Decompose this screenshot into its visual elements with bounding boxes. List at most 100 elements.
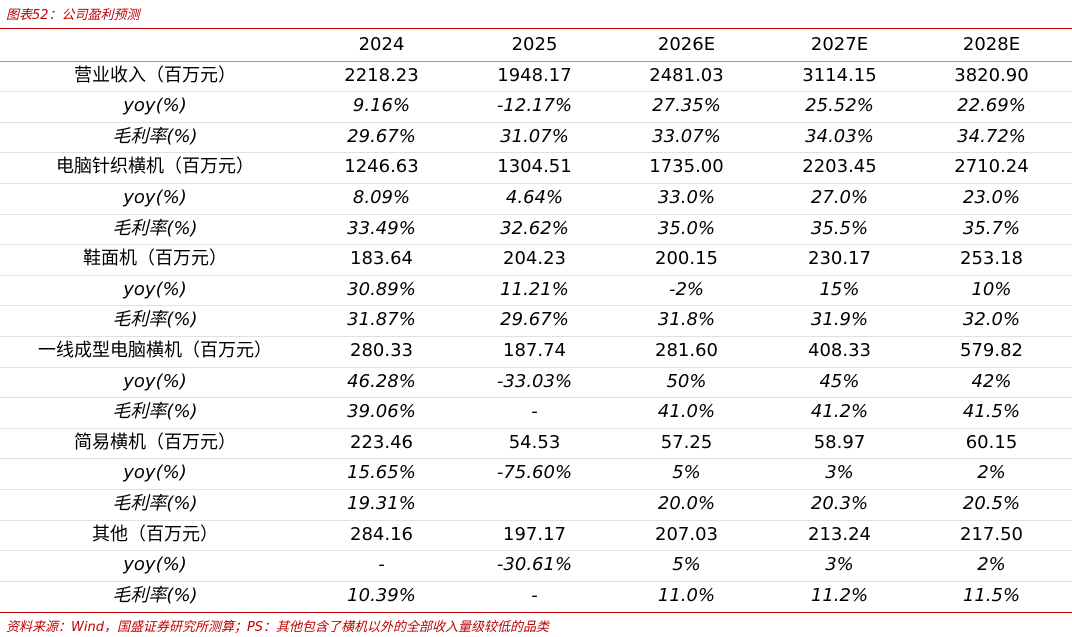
column-header: 2027E [810,34,869,55]
cell-value: 4.64% [505,187,564,208]
cell-value: 15.65% [347,462,416,484]
cell-value: 3114.15 [802,64,877,86]
row-label: 毛利率(%) [112,493,198,514]
cell-value: 207.03 [655,523,718,545]
row-label: 毛利率(%) [112,217,198,239]
cell-value: 11.21% [500,278,569,300]
cell-value: 58.97 [813,431,866,453]
cell-value: 2% [977,554,1006,576]
cell-value: 204.23 [503,248,566,270]
cell-value: 41.2% [810,401,869,423]
header-rule [0,60,1072,62]
cell-value: 57.25 [660,431,713,453]
cell-value: 46.28% [347,370,416,392]
cell-value: 20.5% [962,493,1021,514]
cell-value: 34.03% [805,125,874,147]
row-label: yoy(%) [123,95,187,117]
top-rule [0,28,1072,29]
row-rule [0,397,1072,399]
row-rule [0,519,1072,521]
cell-value: 2218.23 [344,64,419,86]
cell-value: 408.33 [808,340,871,361]
cell-value: 2710.24 [954,156,1029,178]
row-label: yoy(%) [123,187,187,208]
cell-value: -12.17% [496,95,573,117]
cell-value: 579.82 [960,340,1023,361]
row-rule [0,458,1072,460]
cell-value: - [378,554,385,576]
cell-value: 30.89% [347,278,416,300]
row-rule [0,366,1072,368]
row-rule [0,274,1072,276]
cell-value: 32.0% [962,309,1021,331]
cell-value: 45% [819,370,860,392]
cell-value: 33.49% [347,217,416,239]
column-header: 2024 [358,34,405,55]
row-label: yoy(%) [123,554,187,576]
cell-value: - [531,401,538,423]
cell-value: 1735.00 [649,156,724,178]
row-label: 电脑针织横机（百万元） [56,156,254,178]
row-label: 毛利率(%) [112,401,198,423]
cell-value: 10.39% [347,584,416,606]
column-header: 2025 [511,34,558,55]
row-label: 营业收入（百万元） [74,64,236,86]
cell-value: 280.33 [350,340,413,361]
cell-value: 11.5% [962,584,1021,606]
row-rule [0,550,1072,552]
cell-value: 42% [971,370,1012,392]
title: 图表52：公司盈利预测 [6,8,140,23]
cell-value: 1246.63 [344,156,419,178]
cell-value: 35.0% [657,217,716,239]
cell-value: 223.46 [350,431,413,453]
row-rule [0,336,1072,337]
row-rule [0,427,1072,429]
cell-value: 2481.03 [649,64,724,86]
cell-value: 31.8% [657,309,716,331]
row-label: 毛利率(%) [112,309,198,331]
cell-value: 20.3% [810,493,869,514]
cell-value: 5% [672,554,701,576]
cell-value: 22.69% [957,95,1026,117]
row-rule [0,91,1072,93]
cell-value: 54.53 [508,431,561,453]
cell-value: 1948.17 [497,64,572,86]
row-rule [0,580,1072,582]
cell-value: 15% [819,278,860,300]
cell-value: 3% [825,554,854,576]
cell-value: 197.17 [503,523,566,545]
row-rule [0,244,1072,246]
cell-value: 41.5% [962,401,1021,423]
cell-value: 29.67% [347,125,416,147]
cell-value: 41.0% [657,401,716,423]
cell-value: 20.0% [657,493,716,514]
cell-value: 3820.90 [954,64,1029,86]
row-label: 鞋面机（百万元） [83,248,227,270]
row-label: 毛利率(%) [112,125,198,147]
cell-value: -2% [668,278,705,300]
cell-value: 2% [977,462,1006,484]
cell-value: 200.15 [655,248,718,270]
row-rule [0,152,1072,154]
cell-value: 213.24 [808,523,871,545]
column-header: 2028E [962,34,1021,55]
row-label: yoy(%) [123,462,187,484]
cell-value: 39.06% [347,401,416,423]
cell-value: 25.52% [805,95,874,117]
row-label: 一线成型电脑横机（百万元） [38,340,272,361]
cell-value: 217.50 [960,523,1023,545]
cell-value: 281.60 [655,340,718,361]
cell-value: 5% [672,462,701,484]
cell-value: 31.9% [810,309,869,331]
cell-value: 29.67% [500,309,569,331]
row-label: 其他（百万元） [92,523,218,545]
cell-value: 11.2% [810,584,869,606]
cell-value: -75.60% [496,462,573,484]
row-rule [0,489,1072,490]
cell-value: 31.87% [347,309,416,331]
column-header: 2026E [657,34,716,55]
row-label: yoy(%) [123,370,187,392]
source: 资料来源：Wind，国盛证券研究所测算；PS：其他包含了横机以外的全部收入量级较… [6,620,550,635]
cell-value: 35.7% [962,217,1021,239]
cell-value: 35.5% [810,217,869,239]
